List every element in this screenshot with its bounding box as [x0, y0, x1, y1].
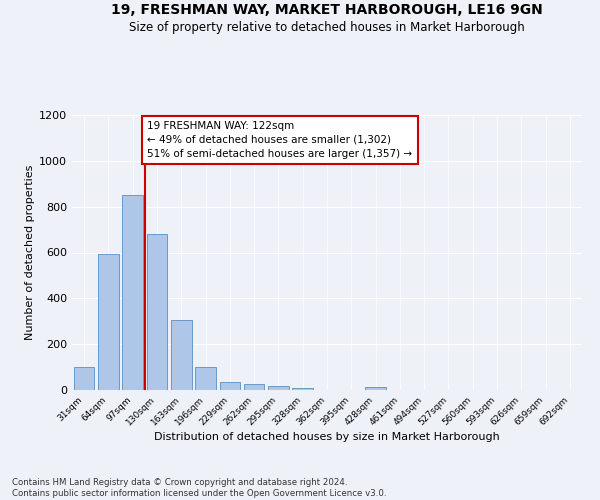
Bar: [171, 320, 191, 390]
Bar: [292, 388, 313, 390]
Bar: [268, 386, 289, 390]
Bar: [365, 387, 386, 390]
Text: 19, FRESHMAN WAY, MARKET HARBOROUGH, LE16 9GN: 19, FRESHMAN WAY, MARKET HARBOROUGH, LE1…: [111, 2, 543, 16]
Bar: [98, 254, 119, 390]
Text: Contains HM Land Registry data © Crown copyright and database right 2024.
Contai: Contains HM Land Registry data © Crown c…: [12, 478, 386, 498]
Bar: [122, 195, 143, 390]
Text: Distribution of detached houses by size in Market Harborough: Distribution of detached houses by size …: [154, 432, 500, 442]
Bar: [195, 367, 216, 390]
Bar: [146, 234, 167, 390]
Text: Size of property relative to detached houses in Market Harborough: Size of property relative to detached ho…: [129, 22, 525, 35]
Bar: [74, 367, 94, 390]
Bar: [220, 382, 240, 390]
Text: 19 FRESHMAN WAY: 122sqm
← 49% of detached houses are smaller (1,302)
51% of semi: 19 FRESHMAN WAY: 122sqm ← 49% of detache…: [147, 120, 412, 158]
Y-axis label: Number of detached properties: Number of detached properties: [25, 165, 35, 340]
Bar: [244, 384, 265, 390]
